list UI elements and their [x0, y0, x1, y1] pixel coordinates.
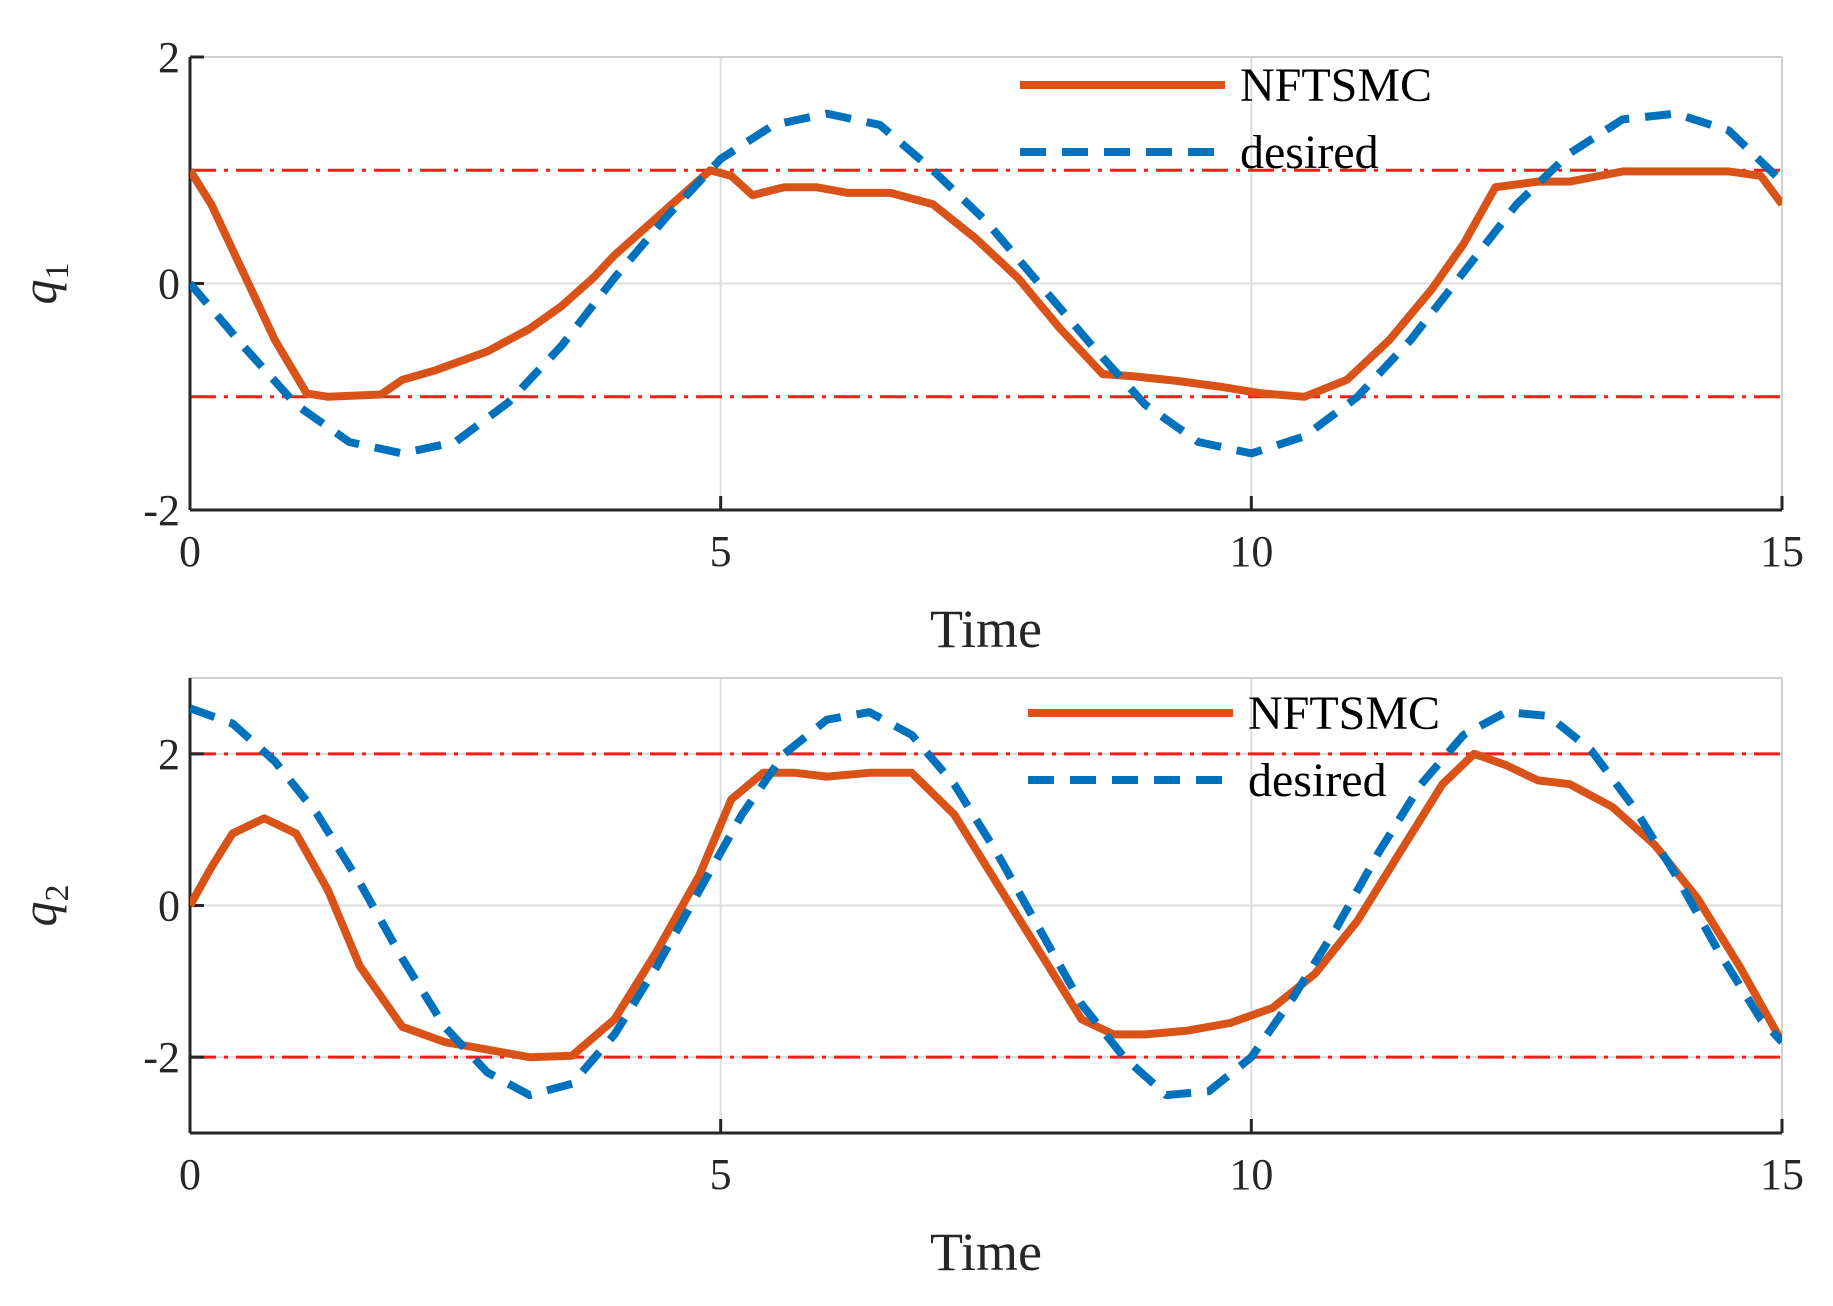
y-tick-label: 0 — [158, 260, 180, 309]
x-tick-label: 0 — [179, 1150, 201, 1199]
y-axis-label-base: q — [11, 280, 67, 305]
x-tick-label: 10 — [1229, 527, 1273, 576]
x-tick-label: 0 — [179, 527, 201, 576]
x-axis-label: Time — [930, 599, 1042, 659]
legend: NFTSMC desired — [1028, 687, 1440, 807]
y-axis-label: q2 — [11, 885, 76, 927]
series-line-nftsmc — [190, 166, 1782, 401]
y-axis-label-base: q — [11, 902, 67, 927]
y-tick-label: 0 — [158, 882, 180, 931]
x-axis-label: Time — [930, 1222, 1042, 1282]
legend-label-desired: desired — [1248, 754, 1387, 807]
series-line-desired — [190, 704, 1782, 1100]
y-tick-label: -2 — [143, 1033, 180, 1082]
legend-label-desired: desired — [1240, 126, 1379, 179]
series-line-nftsmc — [190, 749, 1782, 1062]
y-tick-label: 2 — [158, 730, 180, 779]
legend-label-nftsmc: NFTSMC — [1240, 59, 1432, 112]
x-tick-label: 10 — [1229, 1150, 1273, 1199]
series-line-desired — [190, 109, 1782, 458]
y-tick-label: 2 — [158, 33, 180, 82]
x-tick-label: 5 — [710, 527, 732, 576]
x-tick-label: 15 — [1760, 527, 1804, 576]
legend-label-nftsmc: NFTSMC — [1248, 687, 1440, 740]
x-tick-label: 5 — [710, 1150, 732, 1199]
x-tick-label: 15 — [1760, 1150, 1804, 1199]
y-axis-label-subscript: 2 — [39, 885, 76, 902]
y-axis-label-subscript: 1 — [39, 263, 76, 280]
legend: NFTSMC desired — [1020, 59, 1432, 179]
y-axis-label: q1 — [11, 263, 76, 305]
y-tick-label: -2 — [143, 486, 180, 535]
